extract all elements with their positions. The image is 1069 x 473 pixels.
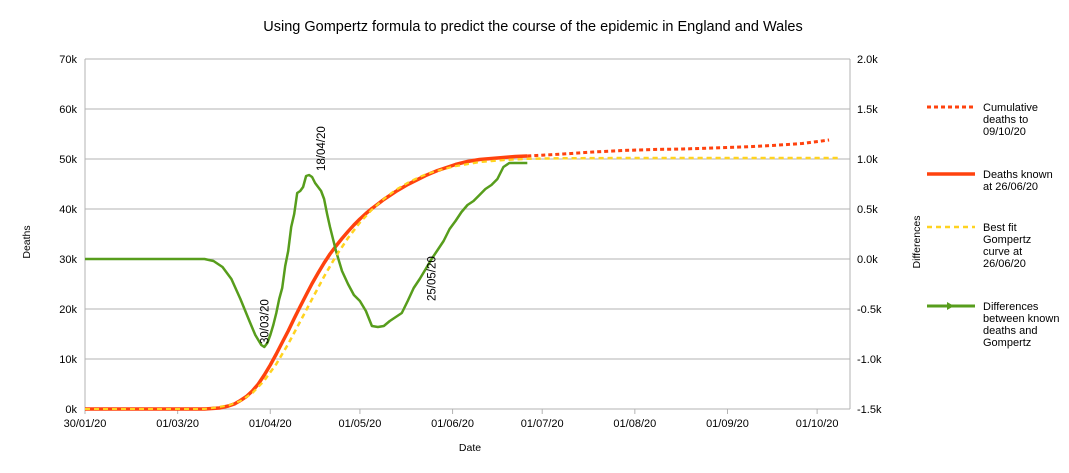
series-deaths-known — [85, 154, 528, 411]
y2-tick-label: 0.0k — [857, 254, 878, 266]
legend-marker-arrow — [947, 302, 954, 310]
legend-label: Deaths known at 26/06/20 — [983, 169, 1053, 193]
y-tick-label: 20k — [59, 304, 77, 316]
y2-tick-label: 2.0k — [857, 54, 878, 66]
y2-tick-label: -1.0k — [857, 354, 882, 366]
x-tick-label: 01/06/20 — [431, 418, 474, 430]
series-differences — [85, 161, 528, 349]
series-gompertz-fit — [85, 156, 838, 411]
annotation-label: 30/03/20 — [259, 299, 271, 344]
y2-tick-label: 1.5k — [857, 104, 878, 116]
y2-tick-label: -0.5k — [857, 304, 882, 316]
x-tick-label: 01/09/20 — [706, 418, 749, 430]
x-axis-title: Date — [459, 442, 481, 454]
x-tick-label: 30/01/20 — [64, 418, 107, 430]
x-tick-label: 01/05/20 — [339, 418, 382, 430]
legend-label: Cumulative deaths to 09/10/20 — [983, 102, 1038, 138]
y-tick-label: 70k — [59, 54, 77, 66]
y2-tick-label: 1.0k — [857, 154, 878, 166]
x-tick-label: 01/08/20 — [613, 418, 656, 430]
y-tick-label: 10k — [59, 354, 77, 366]
series-gompertz-fit-overlay — [85, 157, 838, 410]
y-axis-title: Deaths — [21, 225, 33, 258]
y-tick-label: 40k — [59, 204, 77, 216]
y2-tick-label: -1.5k — [857, 404, 882, 416]
x-tick-label: 01/07/20 — [521, 418, 564, 430]
y-tick-label: 50k — [59, 154, 77, 166]
x-tick-label: 01/03/20 — [156, 418, 199, 430]
y-tick-label: 0k — [65, 404, 77, 416]
annotation-label: 18/04/20 — [316, 126, 328, 171]
legend-label: Differences between known deaths and Gomper… — [983, 301, 1059, 349]
chart-title: Using Gompertz formula to predict the co… — [263, 19, 802, 35]
y-tick-label: 30k — [59, 254, 77, 266]
y2-tick-label: 0.5k — [857, 204, 878, 216]
series-cumulative-deaths — [527, 138, 830, 158]
legend-label: Best fit Gompertz curve at 26/06/20 — [983, 222, 1031, 270]
annotation-label: 25/05/20 — [427, 256, 439, 301]
x-tick-label: 01/10/20 — [796, 418, 839, 430]
y2-axis-title: Differences — [911, 216, 923, 269]
x-tick-label: 01/04/20 — [249, 418, 292, 430]
y-tick-label: 60k — [59, 104, 77, 116]
